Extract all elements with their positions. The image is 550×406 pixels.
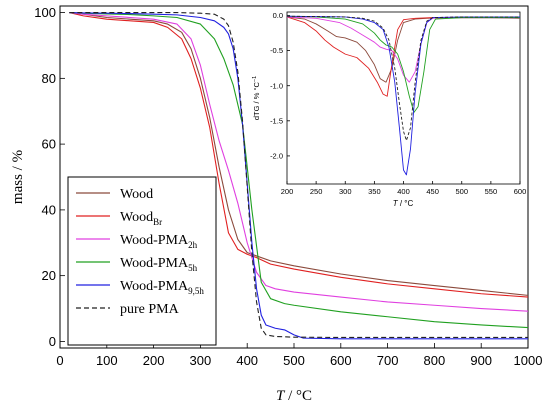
legend-label-subscript: Br <box>153 217 162 227</box>
inset-y-axis-label-exponent: −1 <box>252 76 258 82</box>
x-tick-label: 500 <box>455 187 468 196</box>
main-x-axis: 0 100 200 300 400 500 600 700 800 900 1000 <box>56 343 542 368</box>
y-tick-label: -0.5 <box>270 46 283 55</box>
legend-label-name: Wood-PMA <box>120 279 189 294</box>
main-y-axis: 0 20 40 60 80 100 <box>34 5 65 349</box>
inset-chart: 200 250 300 350 400 450 500 550 600 0.0 -0.5 -1.0 -… <box>252 11 526 208</box>
x-tick-label: 700 <box>377 353 399 368</box>
legend-label: Wood-PMA9,5h <box>120 279 204 296</box>
y-tick-label: 20 <box>42 268 56 283</box>
legend-label: Wood-PMA2h <box>120 233 198 250</box>
main-series-lines <box>69 12 529 340</box>
y-tick-label: 0 <box>49 334 56 349</box>
y-tick-label: 80 <box>42 71 56 86</box>
legend-label-name: Wood <box>120 187 153 202</box>
y-tick-label: -1.0 <box>270 81 283 90</box>
legend-label: pure PMA <box>120 302 180 317</box>
series-line <box>69 12 529 298</box>
series-line <box>286 16 520 83</box>
legend: WoodWoodBrWood-PMA2hWood-PMA5hWood-PMA9,… <box>67 176 217 346</box>
x-tick-label: 600 <box>514 187 527 196</box>
main-x-axis-unit: / °C <box>284 388 312 404</box>
series-line <box>286 15 520 176</box>
legend-label-subscript: 2h <box>188 240 198 250</box>
x-tick-label: 550 <box>485 187 498 196</box>
y-tick-label: -2.0 <box>270 152 283 161</box>
main-x-axis-variable: T <box>276 388 286 404</box>
y-tick-label: 0.0 <box>273 11 283 20</box>
legend-label: Wood <box>120 187 153 202</box>
inset-x-axis-variable: T <box>393 199 399 208</box>
y-tick-label: -1.5 <box>270 116 283 125</box>
x-tick-label: 100 <box>96 353 118 368</box>
legend-label-name: Wood-PMA <box>120 233 189 248</box>
legend-label: WoodBr <box>120 210 162 227</box>
legend-frame <box>67 176 217 346</box>
main-y-axis-label: mass / % <box>10 150 26 204</box>
x-tick-label: 800 <box>424 353 446 368</box>
series-line <box>69 12 529 312</box>
inset-plot-frame <box>286 11 521 185</box>
inset-y-axis: 0.0 -0.5 -1.0 -1.5 -2.0 <box>270 11 290 161</box>
inset-series-lines <box>286 15 521 176</box>
main-chart: 0 100 200 300 400 500 600 700 800 900 1000 0 20 40 60… <box>10 5 542 404</box>
x-tick-label: 300 <box>190 353 212 368</box>
inset-x-axis-unit: / °C <box>398 199 414 208</box>
inset-x-axis: 200 250 300 350 400 450 500 550 600 <box>281 181 527 196</box>
x-tick-label: 400 <box>397 187 410 196</box>
x-tick-label: 1000 <box>514 353 543 368</box>
legend-label: Wood-PMA5h <box>120 256 198 273</box>
x-tick-label: 200 <box>143 353 165 368</box>
x-tick-label: 450 <box>426 187 439 196</box>
x-tick-label: 900 <box>470 353 492 368</box>
x-tick-label: 350 <box>368 187 381 196</box>
x-tick-label: 200 <box>281 187 294 196</box>
y-tick-label: 60 <box>42 137 56 152</box>
x-tick-label: 600 <box>330 353 352 368</box>
main-x-axis-label: T / °C <box>276 388 312 404</box>
legend-label-subscript: 5h <box>188 263 198 273</box>
series-line <box>286 15 520 113</box>
legend-label-name: Wood-PMA <box>120 256 189 271</box>
y-tick-label: 100 <box>34 5 56 20</box>
x-tick-label: 250 <box>310 187 323 196</box>
legend-label-subscript: 9,5h <box>188 286 204 296</box>
inset-y-axis-label-text: dTG / % °C <box>252 82 261 121</box>
x-tick-label: 300 <box>339 187 352 196</box>
inset-x-axis-label: T / °C <box>393 199 414 208</box>
x-tick-label: 400 <box>236 353 258 368</box>
series-line <box>69 12 528 339</box>
inset-y-axis-label: dTG / % °C−1 <box>252 76 261 120</box>
series-line <box>69 12 529 296</box>
y-tick-label: 40 <box>42 202 56 217</box>
legend-label-name: Wood <box>120 210 153 225</box>
legend-label-name: pure PMA <box>120 302 180 317</box>
x-tick-label: 500 <box>283 353 305 368</box>
x-tick-label: 0 <box>56 353 63 368</box>
